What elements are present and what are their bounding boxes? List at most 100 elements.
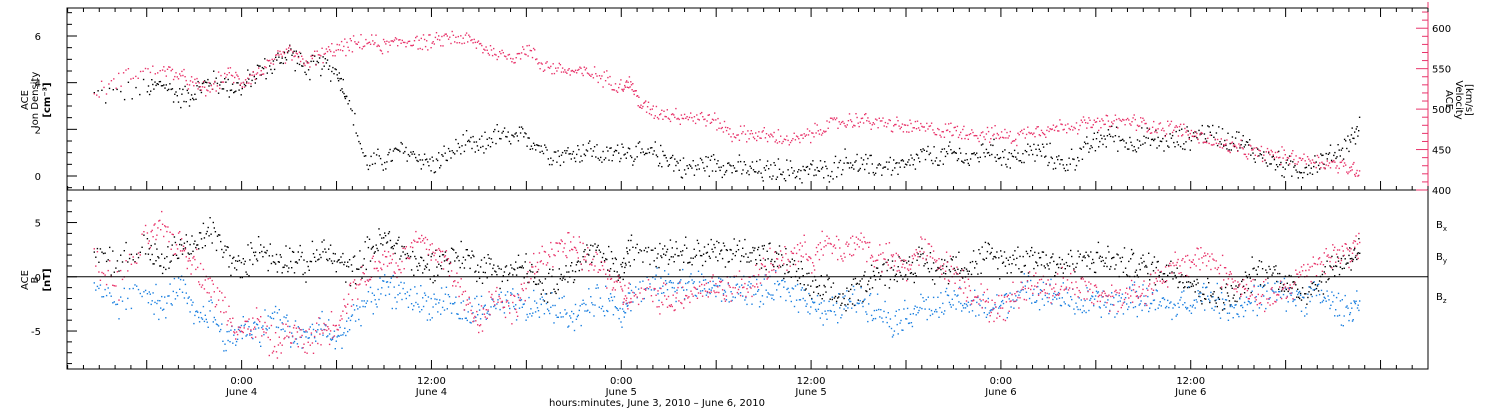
- velocity-point: [216, 85, 219, 87]
- ion-density-point: [101, 89, 103, 91]
- b-x-point: [112, 250, 114, 252]
- ion-density-point: [632, 164, 634, 166]
- ion-density-point: [836, 176, 838, 178]
- b-y-point: [989, 310, 991, 312]
- b-x-point: [997, 268, 999, 270]
- ion-density-point: [551, 163, 553, 166]
- b-x-point: [261, 250, 263, 253]
- ion-density-point: [395, 148, 398, 150]
- velocity-point: [944, 123, 947, 125]
- b-y-point: [1021, 281, 1023, 284]
- velocity-point: [279, 50, 281, 53]
- b-y-point: [667, 273, 670, 275]
- b-x-point: [1013, 258, 1015, 261]
- b-y-point: [1035, 301, 1037, 303]
- b-y-point: [984, 307, 987, 309]
- ion-density-point: [744, 164, 747, 166]
- b-y-point: [909, 313, 912, 315]
- b-x-point: [597, 244, 599, 247]
- velocity-point: [742, 131, 744, 133]
- b-x-point: [113, 271, 115, 273]
- b-y-point: [528, 296, 530, 299]
- velocity-point: [185, 79, 187, 82]
- b-z-point: [253, 328, 255, 330]
- b-y-point: [347, 330, 349, 333]
- ion-density-point: [339, 78, 341, 80]
- velocity-point: [1287, 157, 1290, 159]
- b-x-point: [991, 247, 993, 249]
- ion-density-point: [1113, 140, 1115, 143]
- velocity-point: [1104, 123, 1106, 125]
- ion-density-point: [1040, 155, 1043, 157]
- b-x-point: [1202, 293, 1204, 295]
- b-y-point: [196, 310, 198, 312]
- ion-density-point: [1015, 156, 1017, 158]
- b-z-point: [204, 279, 206, 281]
- velocity-point: [749, 133, 751, 135]
- b-x-point: [308, 269, 310, 271]
- b-x-point: [310, 260, 313, 263]
- velocity-point: [1057, 130, 1059, 132]
- ion-density-point: [961, 160, 963, 162]
- b-z-point: [288, 336, 290, 338]
- velocity-point: [676, 118, 678, 120]
- velocity-point: [910, 122, 912, 125]
- b-y-point: [623, 316, 625, 318]
- velocity-point: [665, 116, 667, 118]
- b-x-point: [307, 265, 309, 268]
- b-x-point: [642, 261, 644, 263]
- velocity-point: [548, 67, 551, 69]
- b-x-point: [1224, 286, 1227, 289]
- velocity-point: [388, 41, 390, 43]
- ion-density-point: [717, 160, 719, 162]
- b-z-point: [160, 229, 162, 231]
- b-x-point: [485, 262, 487, 264]
- b-x-point: [1324, 266, 1326, 268]
- b-x-point: [1106, 265, 1108, 268]
- velocity-point: [432, 41, 434, 43]
- b-x-point: [400, 255, 402, 257]
- velocity-point: [904, 124, 907, 126]
- b-y-point: [979, 304, 981, 307]
- b-x-point: [1005, 257, 1008, 259]
- b-y-point: [1096, 292, 1099, 294]
- velocity-point: [115, 87, 117, 89]
- velocity-point: [1070, 125, 1073, 128]
- b-y-point: [521, 306, 523, 308]
- b-y-point: [1156, 290, 1158, 292]
- b-x-point: [1065, 261, 1068, 264]
- ion-density-point: [806, 165, 809, 168]
- b-x-point: [260, 244, 262, 246]
- ion-density-point: [1316, 171, 1319, 173]
- velocity-point: [1277, 151, 1279, 153]
- b-x-point: [416, 265, 418, 268]
- b-z-point: [191, 264, 193, 266]
- ion-density-point: [1047, 164, 1049, 167]
- ion-density-point: [402, 152, 405, 154]
- b-y-point: [291, 336, 294, 338]
- velocity-point: [612, 89, 614, 91]
- velocity-point: [804, 135, 806, 137]
- ion-density-point: [454, 153, 456, 155]
- b-y-point: [300, 336, 302, 338]
- b-y-point: [433, 293, 435, 295]
- b-x-point: [488, 257, 490, 259]
- b-z-point: [242, 331, 244, 334]
- velocity-point: [794, 139, 797, 141]
- b-y-point: [386, 281, 389, 283]
- ion-density-point: [567, 147, 569, 149]
- b-y-point: [758, 306, 761, 308]
- b-y-point: [765, 289, 767, 291]
- b-y-point: [185, 292, 187, 294]
- ion-density-point: [986, 152, 989, 154]
- velocity-point: [135, 75, 137, 78]
- b-x-point: [1344, 258, 1346, 260]
- b-x-point: [844, 304, 846, 306]
- b-y-point: [1288, 287, 1290, 289]
- velocity-point: [1169, 123, 1171, 125]
- b-x-point: [990, 251, 992, 254]
- b-y-point: [918, 309, 920, 312]
- b-y-point: [1139, 303, 1141, 305]
- velocity-point: [404, 41, 406, 44]
- ion-density-point: [208, 85, 210, 87]
